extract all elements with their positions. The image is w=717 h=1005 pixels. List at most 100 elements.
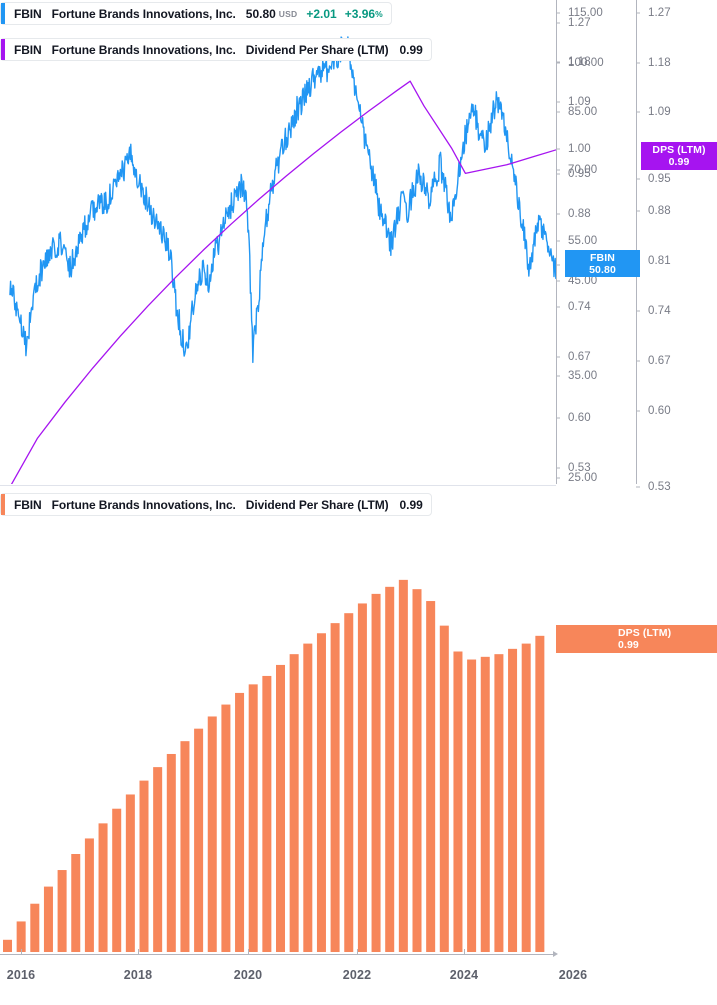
dps-bar <box>357 603 367 952</box>
dps-bar <box>289 654 299 952</box>
legend-metric-name: Dividend Per Share (LTM) <box>245 42 389 57</box>
dps-plot-area[interactable] <box>0 486 556 952</box>
dps-bar <box>207 716 217 952</box>
time-axis[interactable]: 2016 2018 2020 2022 2024 2026 <box>0 949 717 1005</box>
axis-tick-label: 0.95 <box>568 168 591 180</box>
dps-bar <box>453 651 463 952</box>
time-axis-tick <box>357 949 358 954</box>
dps-bar <box>344 613 354 952</box>
axis-tick <box>636 178 640 180</box>
axis-tick <box>556 477 560 479</box>
time-axis-label: 2024 <box>449 968 479 982</box>
axis-tick-label: 1.09 <box>568 96 591 108</box>
dps-bar <box>235 692 245 952</box>
axis-tick <box>636 12 640 14</box>
axis-tick <box>556 173 560 175</box>
dps-bar <box>139 780 149 952</box>
axis-tick-label: 45.00 <box>568 275 598 287</box>
axis-tick-label: 0.60 <box>568 412 591 424</box>
time-axis-label: 2020 <box>233 968 263 982</box>
axis-tick-label: 55.00 <box>568 235 598 247</box>
dps-bar <box>480 656 490 952</box>
dps-bar <box>426 601 436 952</box>
axis-tick-label: 1.09 <box>648 106 671 118</box>
axis-tick-label: 0.53 <box>568 462 591 474</box>
axis-tick <box>636 360 640 362</box>
legend-color-swatch-dps-lower <box>1 494 5 515</box>
axis-tick <box>556 240 560 242</box>
dps-badge-upper-label: DPS (LTM) <box>652 144 706 156</box>
axis-tick <box>556 101 560 103</box>
dps-axis-upper-line <box>636 0 637 484</box>
legend-change-absolute: +2.01 <box>306 6 337 21</box>
dps-bar <box>494 654 504 952</box>
axis-tick-label: 1.27 <box>568 17 591 29</box>
dps-bar <box>412 589 422 952</box>
price-chart-svg <box>9 36 556 484</box>
dps-axis-upper[interactable]: 1.27 1.18 1.09 0.95 0.88 0.81 0.74 0.67 0.60 0.53 <box>636 0 717 1005</box>
dps-badge-lower-value: 0.99 <box>618 639 639 651</box>
legend-change-percent: +3.96 <box>344 6 376 21</box>
legend-metric-value: 0.99 <box>399 42 423 57</box>
axis-tick-label: 25.00 <box>568 472 598 484</box>
dps-bar <box>316 633 326 952</box>
dps-bar-chart-svg <box>3 579 545 952</box>
legend-company-name: Fortune Brands Innovations, Inc. <box>51 42 236 57</box>
axis-tick-label: 1.18 <box>648 57 671 69</box>
axis-tick <box>556 169 560 171</box>
dps-bar <box>194 728 204 952</box>
price-badge-value: 50.80 <box>589 263 616 276</box>
axis-tick <box>636 111 640 113</box>
dps-bar <box>71 854 81 952</box>
axis-tick <box>556 280 560 282</box>
axis-tick <box>556 467 560 469</box>
dps-bar <box>371 593 381 952</box>
legend-price[interactable]: FBIN Fortune Brands Innovations, Inc. 50… <box>0 2 392 25</box>
axis-tick <box>556 306 560 308</box>
axis-tick-label: 115.00 <box>568 7 603 19</box>
dps-axis-lower-line <box>556 0 557 466</box>
legend-ticker: FBIN <box>14 42 42 57</box>
dps-bar <box>508 648 518 952</box>
legend-dps-lower[interactable]: FBIN Fortune Brands Innovations, Inc. Di… <box>0 493 432 516</box>
price-plot-area[interactable] <box>0 0 556 484</box>
legend-currency: USD <box>278 8 298 19</box>
legend-ticker: FBIN <box>14 497 42 512</box>
axis-tick <box>556 22 560 24</box>
price-line-series <box>9 36 556 364</box>
axis-tick-label: 0.60 <box>648 405 671 417</box>
dps-bar <box>330 623 340 952</box>
dps-bar <box>98 823 108 952</box>
dps-bar <box>248 684 258 952</box>
dps-bar <box>398 579 408 952</box>
dps-bar <box>125 794 135 952</box>
dps-overlay-line-series <box>10 80 556 484</box>
dps-bar <box>262 675 272 952</box>
axis-tick-label: 1.18 <box>568 56 591 68</box>
axis-tick <box>636 210 640 212</box>
axis-tick-label: 85.00 <box>568 106 598 118</box>
time-axis-tick <box>464 949 465 954</box>
dps-bar <box>439 625 449 952</box>
axis-tick <box>556 264 560 266</box>
dps-axis-lower[interactable]: 1.271.181.091.000.950.880.810.740.670.60… <box>556 0 637 1005</box>
axis-tick-label: 0.74 <box>648 305 671 317</box>
time-axis-tick <box>248 949 249 954</box>
legend-dps-upper[interactable]: FBIN Fortune Brands Innovations, Inc. Di… <box>0 38 432 61</box>
price-badge-label: FBIN <box>590 251 615 264</box>
dps-bar <box>385 586 395 952</box>
price-axis[interactable]: 115.00 100.00 85.00 70.00 55.00 45.00 35.00 25.… <box>556 0 636 1005</box>
dps-bar <box>180 741 190 952</box>
axis-tick-label: 0.88 <box>648 205 671 217</box>
axis-tick-label: 0.67 <box>568 351 591 363</box>
legend-metric-name: Dividend Per Share (LTM) <box>245 497 389 512</box>
dps-bar <box>276 664 286 952</box>
axis-tick-label: 100.00 <box>568 57 604 69</box>
time-axis-label: 2026 <box>558 968 588 982</box>
axis-tick <box>556 148 560 150</box>
dps-bar <box>153 767 163 952</box>
legend-color-swatch-price <box>1 3 5 24</box>
time-axis-arrow-icon <box>553 951 558 957</box>
axis-tick-label: 1.00 <box>568 143 591 155</box>
axis-tick-label: 35.00 <box>568 370 598 382</box>
